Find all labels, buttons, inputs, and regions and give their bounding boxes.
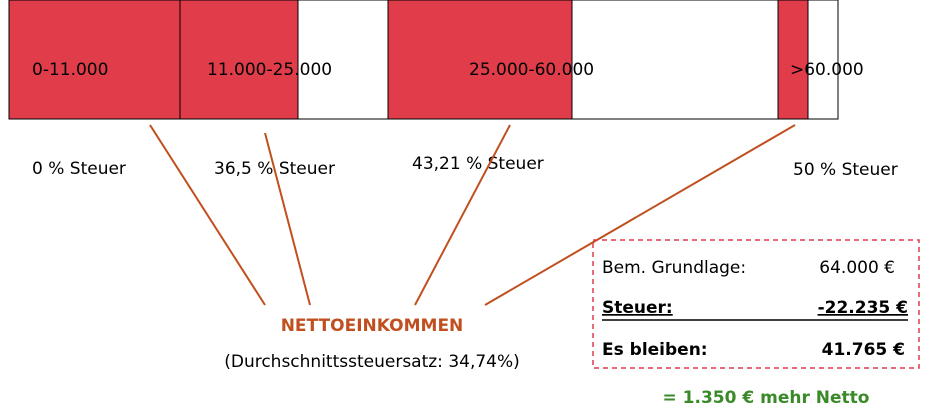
result-title: NETTOEINKOMMEN — [281, 316, 464, 336]
connector — [264, 132, 311, 306]
summary-value: 41.765 € — [822, 340, 905, 360]
bracket-label: 0-11.000 — [32, 60, 108, 80]
bracket-label: 25.000-60.000 — [469, 60, 594, 80]
connector — [484, 124, 796, 306]
result-subtitle: (Durchschnittssteuersatz: 34,74%) — [224, 352, 520, 372]
bracket-fill — [777, 0, 809, 120]
tax-rate: 43,21 % Steuer — [412, 154, 544, 174]
tax-rate: 0 % Steuer — [32, 159, 126, 179]
bracket-label: >60.000 — [790, 60, 864, 80]
bracket-fill — [8, 0, 181, 120]
connector — [149, 124, 266, 306]
bracket-fill — [179, 0, 299, 120]
summary-value: -22.235 € — [818, 298, 908, 318]
summary-value: 64.000 € — [819, 258, 895, 278]
connector — [414, 124, 511, 306]
bracket-label: 11.000-25.000 — [207, 60, 332, 80]
summary-box — [592, 239, 920, 369]
bracket-fill — [387, 0, 573, 120]
connectors — [149, 124, 796, 306]
summary-label: Bem. Grundlage: — [602, 258, 746, 278]
summary-label: Es bleiben: — [602, 340, 708, 360]
bracket-rest — [807, 0, 839, 120]
summary-footer: = 1.350 € mehr Netto — [663, 388, 870, 408]
bracket-rest — [297, 0, 389, 120]
summary-label: Steuer: — [602, 298, 673, 318]
bracket-rest — [571, 0, 779, 120]
bracket-bar — [8, 0, 839, 120]
tax-rate: 50 % Steuer — [793, 160, 898, 180]
